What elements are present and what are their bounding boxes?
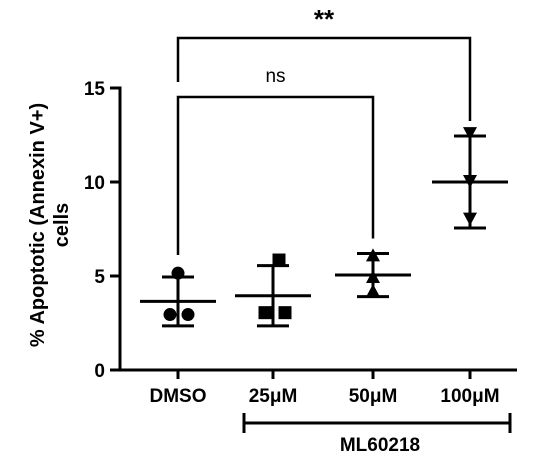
point-0-0 xyxy=(171,266,185,280)
group-2 xyxy=(335,248,411,299)
x-tick-label-0: DMSO xyxy=(150,386,207,407)
axes: 0 5 10 15 DMSO 25μM 50μM 100μM ML60218 xyxy=(84,79,517,456)
sig-label-0: ns xyxy=(265,66,285,87)
x-tick-label-2: 50μM xyxy=(349,386,398,407)
y-axis-title-line2: cells xyxy=(51,203,73,247)
y-tick-label-10: 10 xyxy=(84,173,105,194)
point-0-2 xyxy=(181,308,195,322)
point-2-0 xyxy=(366,248,380,262)
group-3 xyxy=(432,127,508,230)
point-1-2 xyxy=(278,306,292,320)
sig-bracket-1 xyxy=(176,36,472,121)
x-tick-label-1: 25μM xyxy=(249,386,298,407)
point-2-1 xyxy=(366,269,380,283)
point-3-2 xyxy=(463,212,477,226)
y-axis-title-line1: % Apoptotic (Annexin V+) xyxy=(27,103,49,347)
group-label: ML60218 xyxy=(340,435,420,456)
annotations: ns ** xyxy=(176,4,472,255)
y-tick-label-15: 15 xyxy=(84,79,106,100)
sig-bracket-0 xyxy=(176,95,375,255)
point-1-0 xyxy=(272,253,286,267)
point-2-2 xyxy=(366,284,380,298)
sig-label-1: ** xyxy=(314,4,335,34)
group-1 xyxy=(235,253,311,328)
x-tick-label-3: 100μM xyxy=(440,386,499,407)
point-1-1 xyxy=(258,306,272,320)
y-tick-label-0: 0 xyxy=(94,361,105,382)
y-tick-label-5: 5 xyxy=(94,267,105,288)
point-0-1 xyxy=(163,308,177,322)
data-layer xyxy=(140,127,508,328)
group-0 xyxy=(140,266,216,328)
point-3-0 xyxy=(463,127,477,141)
point-3-1 xyxy=(463,175,477,189)
